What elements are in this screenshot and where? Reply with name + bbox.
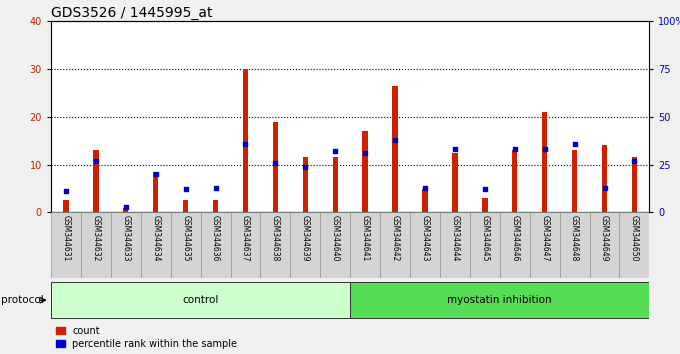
Text: GSM344648: GSM344648 <box>570 215 579 261</box>
Point <box>90 158 101 164</box>
Point <box>120 204 131 210</box>
Bar <box>260 212 290 278</box>
Bar <box>231 212 260 278</box>
Point <box>330 148 341 154</box>
Bar <box>440 212 470 278</box>
Point <box>629 158 640 164</box>
Text: GSM344633: GSM344633 <box>121 215 131 262</box>
Text: GSM344650: GSM344650 <box>630 215 639 262</box>
Text: GSM344638: GSM344638 <box>271 215 280 261</box>
Bar <box>410 212 440 278</box>
Bar <box>602 145 607 212</box>
Text: control: control <box>182 295 219 305</box>
Bar <box>183 200 188 212</box>
Bar <box>380 212 410 278</box>
Bar <box>111 212 141 278</box>
Bar <box>452 153 458 212</box>
Point <box>300 164 311 169</box>
Bar <box>350 212 380 278</box>
Point <box>210 185 221 190</box>
Legend: count, percentile rank within the sample: count, percentile rank within the sample <box>56 326 237 349</box>
Bar <box>273 122 278 212</box>
Text: GSM344645: GSM344645 <box>480 215 490 262</box>
Bar <box>213 200 218 212</box>
Point <box>539 147 550 152</box>
Bar <box>530 212 560 278</box>
Text: GSM344635: GSM344635 <box>181 215 190 262</box>
Text: GSM344643: GSM344643 <box>420 215 430 262</box>
Point <box>599 185 610 190</box>
Text: GSM344642: GSM344642 <box>390 215 400 261</box>
Text: GSM344644: GSM344644 <box>450 215 460 262</box>
Bar <box>63 200 69 212</box>
Bar <box>560 212 590 278</box>
Bar <box>171 212 201 278</box>
Bar <box>422 188 428 212</box>
Bar <box>333 158 338 212</box>
Bar <box>303 158 308 212</box>
Point <box>150 171 161 177</box>
Text: GSM344649: GSM344649 <box>600 215 609 262</box>
Text: GSM344639: GSM344639 <box>301 215 310 262</box>
Text: GSM344636: GSM344636 <box>211 215 220 262</box>
Bar <box>362 131 368 212</box>
Bar <box>290 212 320 278</box>
Text: GSM344637: GSM344637 <box>241 215 250 262</box>
Bar <box>572 150 577 212</box>
Point <box>180 187 191 192</box>
Text: GSM344647: GSM344647 <box>540 215 549 262</box>
Bar <box>590 212 619 278</box>
Point <box>61 189 71 194</box>
Bar <box>500 212 530 278</box>
Text: GSM344641: GSM344641 <box>360 215 370 261</box>
Bar <box>392 86 398 212</box>
Bar <box>542 112 547 212</box>
Bar <box>619 212 649 278</box>
Text: myostatin inhibition: myostatin inhibition <box>447 295 552 305</box>
Point <box>449 147 460 152</box>
Text: GDS3526 / 1445995_at: GDS3526 / 1445995_at <box>51 6 212 20</box>
Bar <box>482 198 488 212</box>
Bar <box>141 212 171 278</box>
Bar <box>93 150 99 212</box>
Bar <box>81 212 111 278</box>
Bar <box>632 158 637 212</box>
Text: GSM344640: GSM344640 <box>330 215 340 262</box>
Text: GSM344632: GSM344632 <box>91 215 101 261</box>
Point <box>420 185 430 190</box>
Bar <box>320 212 350 278</box>
Bar <box>243 69 248 212</box>
Point <box>509 147 520 152</box>
Point <box>569 141 580 147</box>
Text: GSM344631: GSM344631 <box>61 215 71 261</box>
Point <box>360 150 371 156</box>
Point <box>390 137 401 143</box>
Bar <box>123 207 129 212</box>
Point <box>270 160 281 166</box>
Text: GSM344634: GSM344634 <box>151 215 160 262</box>
Text: protocol: protocol <box>1 295 44 305</box>
Bar <box>512 150 517 212</box>
Point <box>240 141 251 147</box>
Point <box>479 187 490 192</box>
Bar <box>201 212 231 278</box>
Bar <box>350 282 649 318</box>
Bar <box>153 172 158 212</box>
Bar <box>51 282 350 318</box>
Text: GSM344646: GSM344646 <box>510 215 520 262</box>
Bar <box>470 212 500 278</box>
Bar <box>51 212 81 278</box>
